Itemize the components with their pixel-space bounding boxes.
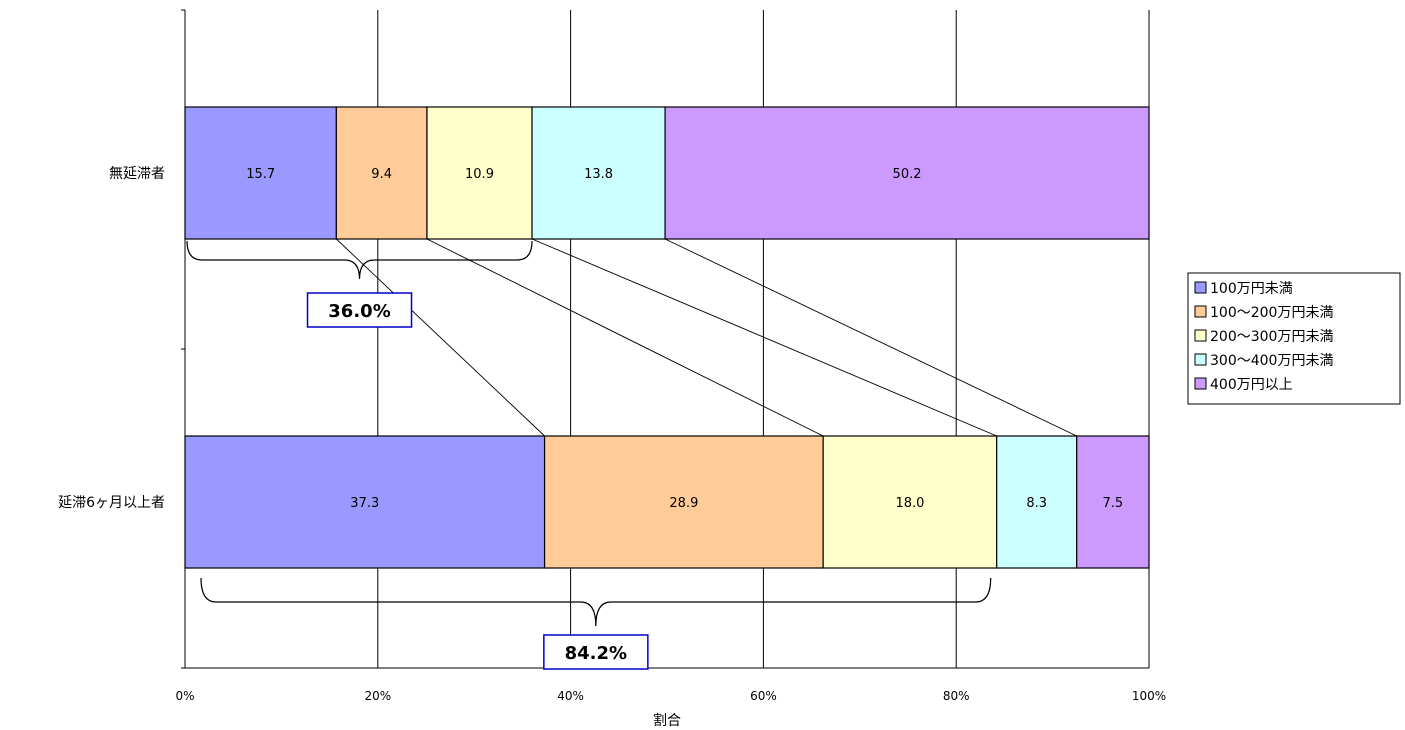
legend: 100万円未満 100～200万円未満 200～300万円未満 300～400万円未満… [1187, 272, 1401, 405]
legend-swatch [1194, 353, 1207, 366]
legend-label: 400万円以上 [1210, 377, 1293, 393]
bar-segment [543, 435, 824, 569]
annotation-box [306, 292, 413, 328]
x-tick-label: 60% [750, 689, 777, 703]
legend-box [1187, 272, 1401, 405]
category-label: 延滞6ヶ月以上者 [58, 495, 165, 511]
data-label: 18.0 [895, 496, 924, 511]
data-label: 8.3 [1026, 496, 1047, 511]
bar-segment [822, 435, 998, 569]
x-tick-label: 40% [557, 689, 584, 703]
legend-swatch [1194, 281, 1207, 294]
data-label: 28.9 [669, 496, 698, 511]
data-label: 7.5 [1103, 496, 1124, 511]
legend-swatch [1194, 305, 1207, 318]
connector-line [664, 238, 1077, 437]
x-axis-label: 割合 [653, 712, 681, 729]
annotation-label: 84.2% [565, 643, 627, 664]
legend-label: 300～400万円未満 [1210, 353, 1333, 369]
x-tick-label: 0% [175, 689, 194, 703]
bar-segment [335, 106, 428, 240]
brace [186, 240, 533, 280]
x-tick-label: 20% [364, 689, 391, 703]
data-label: 13.8 [584, 167, 613, 182]
bar-segment [184, 106, 337, 240]
bar-segment [996, 435, 1078, 569]
data-label: 15.7 [246, 167, 275, 182]
category-label: 無延滞者 [109, 166, 165, 182]
bar-segment [664, 106, 1150, 240]
x-tick-labels: 0% 20% 40% 60% 80% 100% [175, 689, 1166, 703]
connector-line [531, 238, 997, 437]
legend-label: 100～200万円未満 [1210, 305, 1333, 321]
bar-segment [184, 435, 546, 569]
x-tick-label: 100% [1132, 689, 1166, 703]
data-label: 9.4 [371, 167, 392, 182]
connector-line [336, 238, 545, 437]
data-label: 37.3 [350, 496, 379, 511]
legend-label: 100万円未満 [1210, 281, 1293, 297]
annotations: 36.0% 84.2% [186, 240, 992, 670]
legend-swatch [1194, 377, 1207, 390]
bar-segment [426, 106, 533, 240]
connector-lines [336, 238, 1077, 437]
legend-swatch [1194, 329, 1207, 342]
brace [200, 577, 992, 627]
legend-label: 200～300万円未満 [1210, 329, 1333, 345]
bar-segment [531, 106, 666, 240]
x-tick-label: 80% [943, 689, 970, 703]
bar-segment [1076, 435, 1150, 569]
annotation-box [543, 634, 649, 670]
annotation-label: 36.0% [328, 301, 390, 322]
data-label: 50.2 [893, 167, 922, 182]
data-label: 10.9 [465, 167, 494, 182]
connector-line [426, 238, 824, 437]
bars: 15.7 9.4 10.9 13.8 50.2 37.3 28.9 18.0 8.3 7.5 [184, 106, 1150, 569]
